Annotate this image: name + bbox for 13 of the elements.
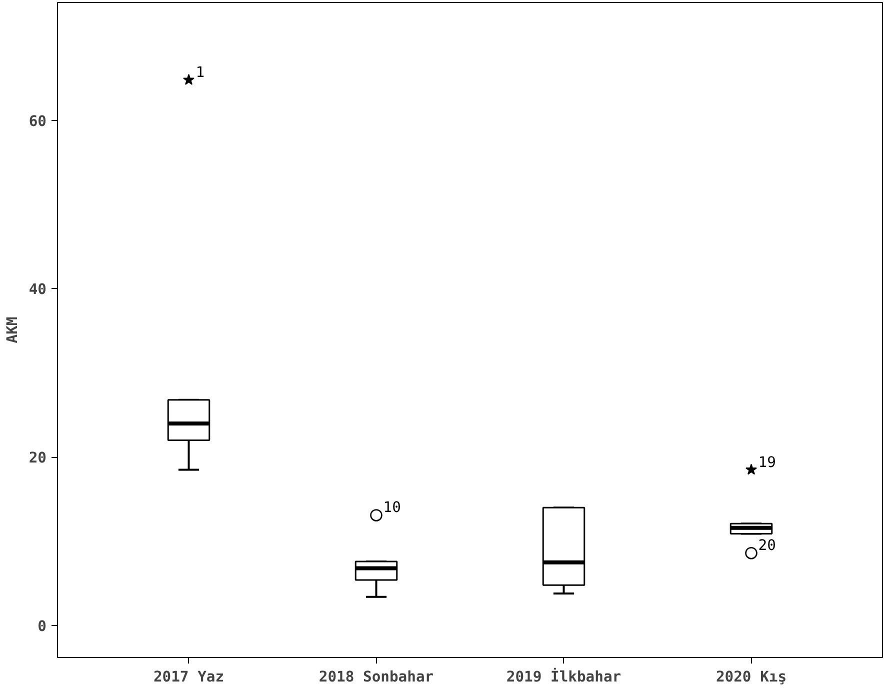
annotation: 20 <box>758 537 776 554</box>
y-tick-label: 60 <box>28 112 47 130</box>
annotation: 10 <box>383 499 401 516</box>
annotation: 1 <box>196 64 205 81</box>
x-tick-label: 2017 Yaz <box>153 668 224 686</box>
x-tick-label: 2020 Kış <box>716 668 787 686</box>
annotation: 19 <box>758 454 776 471</box>
y-tick-label: 40 <box>28 281 47 298</box>
y-axis-title: AKM <box>4 316 21 344</box>
y-tick-label: 0 <box>38 618 47 636</box>
x-tick-label: 2018 Sonbahar <box>318 668 434 686</box>
x-tick-label: 2019 İlkbahar <box>506 668 622 686</box>
y-tick-label: 20 <box>28 450 47 467</box>
